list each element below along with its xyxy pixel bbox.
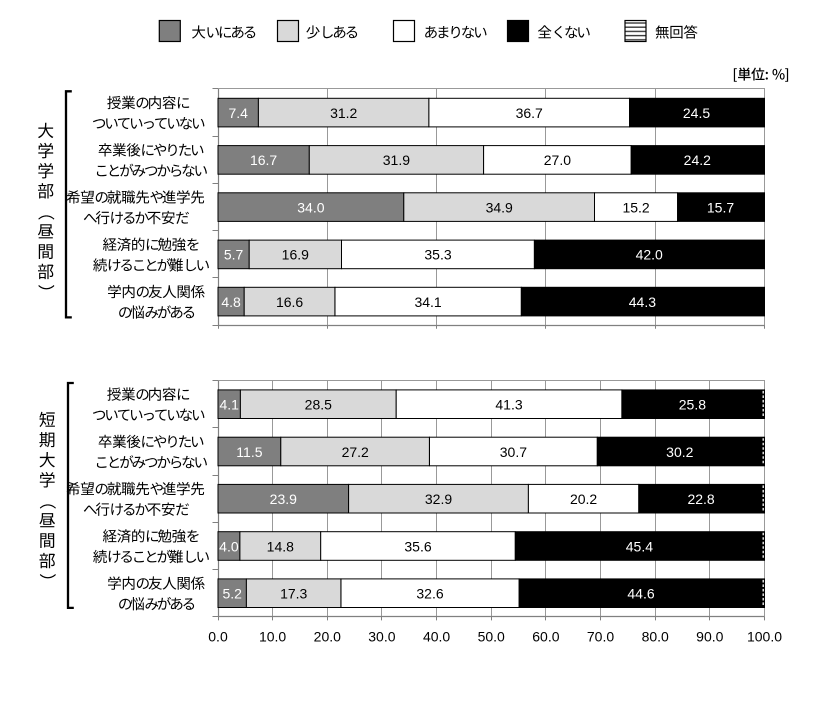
svg-text:0.0: 0.0: [208, 628, 228, 644]
svg-text:22.8: 22.8: [687, 491, 714, 507]
svg-text:45.4: 45.4: [626, 538, 653, 554]
svg-text:25.8: 25.8: [679, 397, 706, 413]
svg-text:40.0: 40.0: [423, 628, 450, 644]
svg-text:34.9: 34.9: [486, 199, 513, 215]
svg-text:4.8: 4.8: [221, 294, 241, 310]
svg-text:20.2: 20.2: [570, 491, 597, 507]
svg-text:17.3: 17.3: [280, 586, 307, 602]
svg-text:30.7: 30.7: [500, 444, 527, 460]
svg-text:28.5: 28.5: [305, 397, 332, 413]
svg-text:90.0: 90.0: [696, 628, 723, 644]
svg-text:7.4: 7.4: [228, 105, 248, 121]
svg-text:70.0: 70.0: [587, 628, 614, 644]
svg-text:15.2: 15.2: [622, 199, 649, 215]
svg-text:80.0: 80.0: [642, 628, 669, 644]
svg-text:14.8: 14.8: [267, 538, 294, 554]
svg-text:16.7: 16.7: [250, 152, 277, 168]
svg-text:32.9: 32.9: [425, 491, 452, 507]
svg-text:4.1: 4.1: [219, 397, 239, 413]
svg-text:30.0: 30.0: [368, 628, 395, 644]
svg-text:60.0: 60.0: [532, 628, 559, 644]
svg-text:30.2: 30.2: [666, 444, 693, 460]
svg-text:32.6: 32.6: [416, 586, 443, 602]
svg-text:31.2: 31.2: [330, 105, 357, 121]
svg-text:34.1: 34.1: [414, 294, 441, 310]
svg-text:15.7: 15.7: [707, 199, 734, 215]
svg-text:27.0: 27.0: [544, 152, 571, 168]
svg-text:50.0: 50.0: [478, 628, 505, 644]
svg-text:11.5: 11.5: [236, 444, 262, 460]
svg-text:31.9: 31.9: [383, 152, 410, 168]
svg-text:24.2: 24.2: [684, 152, 711, 168]
svg-text:41.3: 41.3: [495, 397, 522, 413]
svg-text:44.6: 44.6: [627, 586, 654, 602]
svg-text:16.6: 16.6: [276, 294, 303, 310]
svg-text:24.5: 24.5: [683, 105, 710, 121]
svg-text:44.3: 44.3: [629, 294, 656, 310]
svg-text:4.0: 4.0: [219, 538, 239, 554]
svg-text:5.2: 5.2: [222, 586, 242, 602]
svg-text:42.0: 42.0: [636, 247, 663, 263]
svg-text:23.9: 23.9: [270, 491, 297, 507]
svg-text:5.7: 5.7: [224, 247, 244, 263]
svg-text:34.0: 34.0: [297, 199, 324, 215]
svg-text:36.7: 36.7: [516, 105, 543, 121]
svg-text:16.9: 16.9: [282, 247, 309, 263]
svg-text:35.6: 35.6: [404, 538, 431, 554]
svg-text:10.0: 10.0: [259, 628, 286, 644]
svg-text:27.2: 27.2: [342, 444, 369, 460]
svg-text:20.0: 20.0: [314, 628, 341, 644]
svg-text:100.0: 100.0: [747, 628, 782, 644]
svg-text:35.3: 35.3: [424, 247, 451, 263]
